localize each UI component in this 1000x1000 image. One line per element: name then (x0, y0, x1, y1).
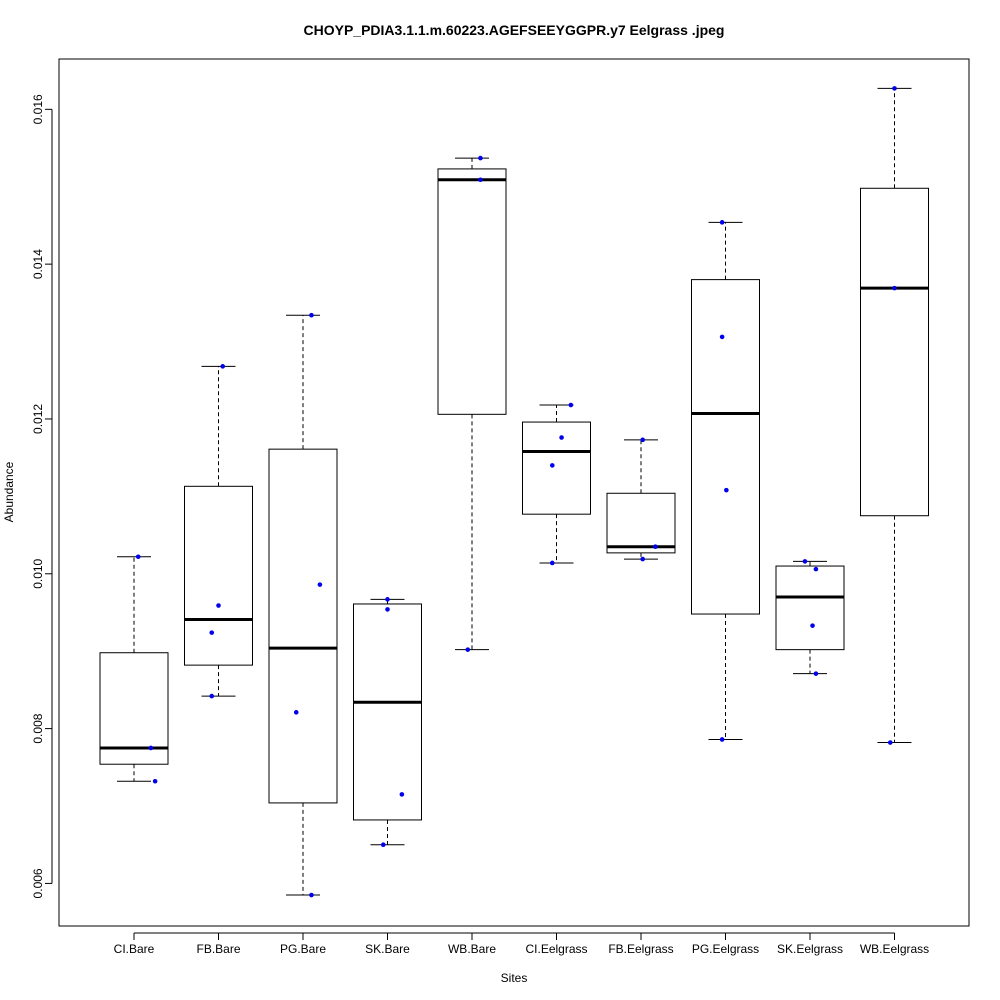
data-point (887, 740, 893, 745)
x-tick-label: WB.Eelgrass (860, 942, 929, 956)
data-point (892, 86, 897, 91)
data-points (135, 86, 897, 898)
iqr-box (522, 421, 591, 515)
y-tick-label: 0.008 (31, 713, 45, 743)
box-wb-eelgrass (860, 87, 929, 744)
data-point (810, 623, 815, 628)
data-point (719, 220, 725, 225)
iqr-box (691, 279, 760, 615)
data-point (399, 792, 405, 797)
y-axis-label: Abundance (2, 461, 16, 522)
iqr-box (775, 565, 845, 651)
box-sk-bare (353, 598, 422, 846)
box-ci-bare (99, 556, 169, 782)
data-point (719, 737, 725, 742)
x-tick-label: SK.Bare (365, 942, 410, 956)
y-tick-label: 0.016 (31, 94, 45, 124)
x-axis-label: Sites (501, 971, 528, 985)
box-sk-eelgrass (775, 560, 845, 675)
data-point (209, 630, 215, 635)
data-point (309, 892, 314, 898)
iqr-box (437, 168, 507, 415)
data-point (135, 554, 141, 560)
data-point (220, 364, 226, 369)
data-point (478, 177, 483, 183)
y-tick-label: 0.010 (31, 558, 45, 588)
box-pg-bare (268, 314, 338, 896)
data-point (892, 285, 897, 291)
box-pg-eelgrass (691, 221, 760, 740)
data-point (465, 647, 471, 652)
data-point (209, 693, 215, 699)
iqr-box (860, 187, 929, 517)
data-point (640, 556, 645, 562)
data-point (640, 437, 645, 443)
box-wb-bare (437, 157, 507, 651)
y-tick-label: 0.014 (31, 249, 45, 279)
box-fb-bare (184, 365, 253, 697)
data-point (549, 463, 555, 468)
data-point (568, 402, 574, 408)
y-tick-label: 0.012 (31, 404, 45, 434)
data-point (309, 312, 314, 318)
iqr-box (99, 652, 169, 765)
data-point (719, 334, 725, 340)
iqr-box (606, 492, 676, 554)
y-axis: 0.006 0.008 0.010 0.012 0.014 0.016 (31, 94, 53, 898)
data-point (216, 603, 221, 608)
x-tick-label: FB.Bare (196, 942, 240, 956)
x-tick-label: WB.Bare (448, 942, 496, 956)
iqr-box (353, 603, 422, 821)
data-point (813, 671, 819, 676)
plot-frame (58, 58, 970, 927)
data-point (724, 487, 729, 493)
data-point (380, 842, 386, 848)
x-tick-label: CI.Bare (114, 942, 155, 956)
y-tick-label: 0.006 (31, 868, 45, 898)
box-fb-eelgrass (606, 439, 676, 560)
data-point (293, 710, 299, 715)
data-point (478, 155, 483, 161)
x-tick-label: PG.Eelgrass (692, 942, 759, 956)
x-tick-label: SK.Eelgrass (777, 942, 843, 956)
data-point (813, 566, 819, 572)
chart-title: CHOYP_PDIA3.1.1.m.60223.AGEFSEEYGGPR.y7 … (304, 22, 725, 38)
data-point (559, 435, 564, 440)
data-point (802, 559, 808, 564)
x-axis: CI.Bare FB.Bare PG.Bare SK.Bare WB.Bare CI.Ee… (114, 932, 929, 956)
x-tick-label: CI.Eelgrass (525, 942, 587, 956)
iqr-box (184, 485, 253, 666)
box-ci-eelgrass (522, 404, 591, 564)
data-point (385, 607, 390, 612)
data-point (317, 582, 323, 587)
x-tick-label: PG.Bare (280, 942, 326, 956)
x-tick-label: FB.Eelgrass (608, 942, 673, 956)
iqr-box (268, 448, 338, 804)
data-point (148, 745, 154, 751)
data-point (385, 597, 390, 602)
boxes (99, 87, 929, 896)
data-point (152, 778, 158, 784)
data-point (549, 560, 555, 566)
data-point (653, 544, 658, 549)
